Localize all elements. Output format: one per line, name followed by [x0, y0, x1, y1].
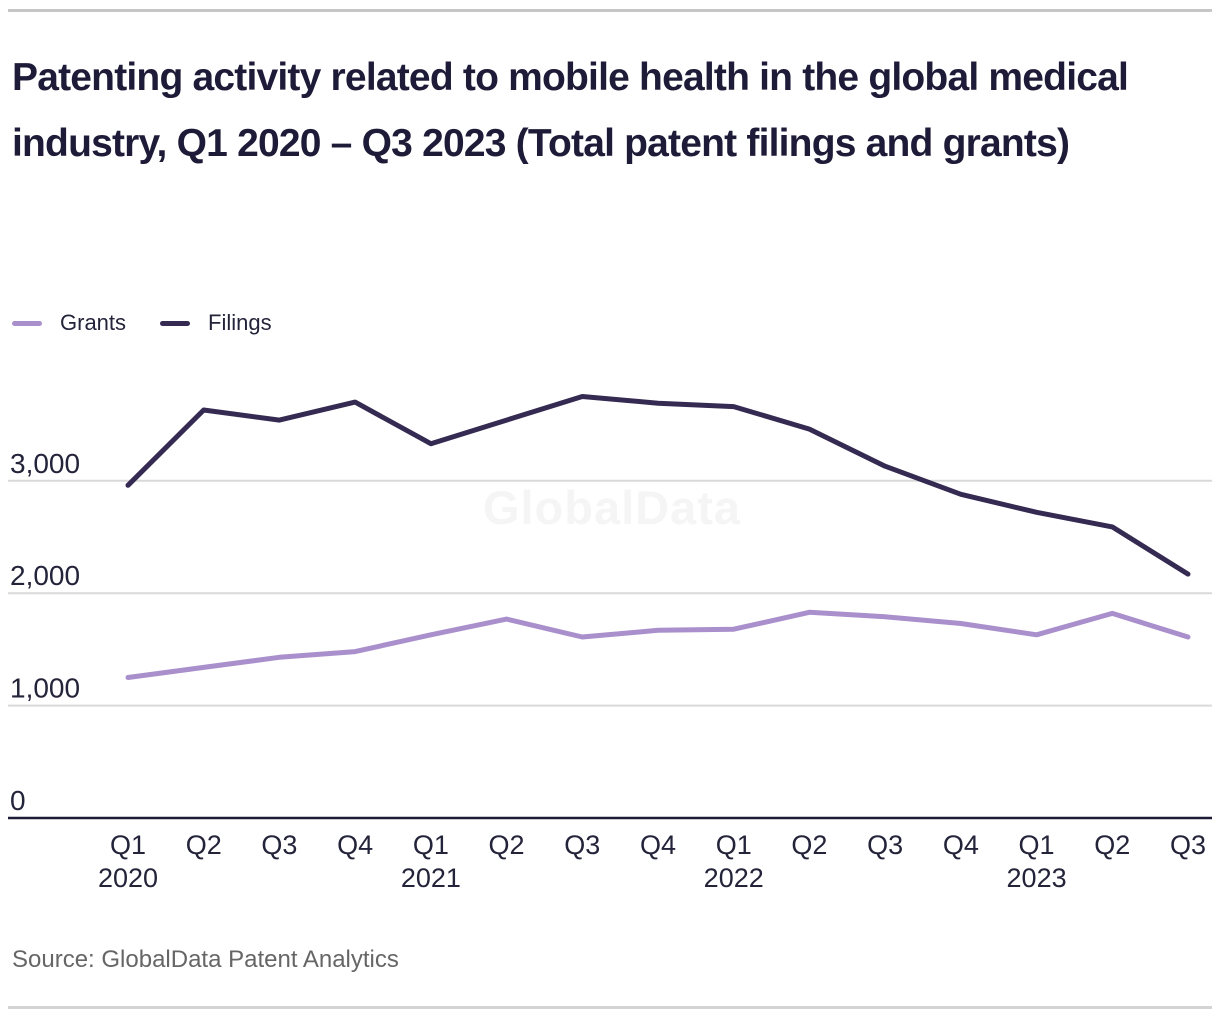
x-axis-quarter-label: Q4	[337, 830, 373, 860]
x-axis-quarter-label: Q1	[1019, 830, 1055, 860]
source-attribution: Source: GlobalData Patent Analytics	[12, 946, 399, 973]
legend-label: Grants	[60, 310, 127, 335]
y-axis-tick-label: 2,000	[10, 560, 80, 591]
x-axis-quarter-label: Q3	[1170, 830, 1206, 860]
x-axis-quarter-label: Q2	[489, 830, 525, 860]
grants-line	[125, 609, 1191, 680]
legend-swatch-grants	[12, 320, 42, 326]
filings-line	[125, 394, 1191, 577]
chart-title: Patenting activity related to mobile hea…	[12, 56, 1129, 165]
x-axis-quarter-label: Q2	[791, 830, 827, 860]
chart-legend: Grants Filings	[12, 310, 306, 336]
x-axis-year-label: 2022	[704, 863, 764, 893]
x-axis-year-label: 2020	[98, 863, 158, 893]
x-axis-quarter-label: Q4	[640, 830, 676, 860]
x-axis-quarter-label: Q2	[1094, 830, 1130, 860]
y-axis-tick-label: 3,000	[10, 448, 80, 479]
legend-item-filings: Filings	[160, 310, 272, 336]
x-axis-quarter-label: Q3	[261, 830, 297, 860]
x-axis-quarter-label: Q4	[943, 830, 979, 860]
x-axis-year-label: 2023	[1007, 863, 1067, 893]
y-axis-tick-label: 1,000	[10, 673, 80, 704]
x-axis-quarter-label: Q3	[867, 830, 903, 860]
x-axis-quarter-label: Q3	[564, 830, 600, 860]
x-axis-year-label: 2021	[401, 863, 461, 893]
legend-item-grants: Grants	[12, 310, 126, 336]
x-axis-quarter-label: Q1	[413, 830, 449, 860]
top-divider	[8, 9, 1212, 12]
legend-swatch-filings	[160, 320, 191, 326]
x-axis-quarter-label: Q1	[110, 830, 146, 860]
legend-label: Filings	[208, 310, 272, 335]
watermark: GlobalData	[483, 481, 741, 534]
bottom-divider	[8, 1006, 1212, 1009]
y-axis-tick-label: 0	[10, 785, 26, 816]
x-axis-quarter-label: Q1	[716, 830, 752, 860]
x-axis-quarter-label: Q2	[186, 830, 222, 860]
